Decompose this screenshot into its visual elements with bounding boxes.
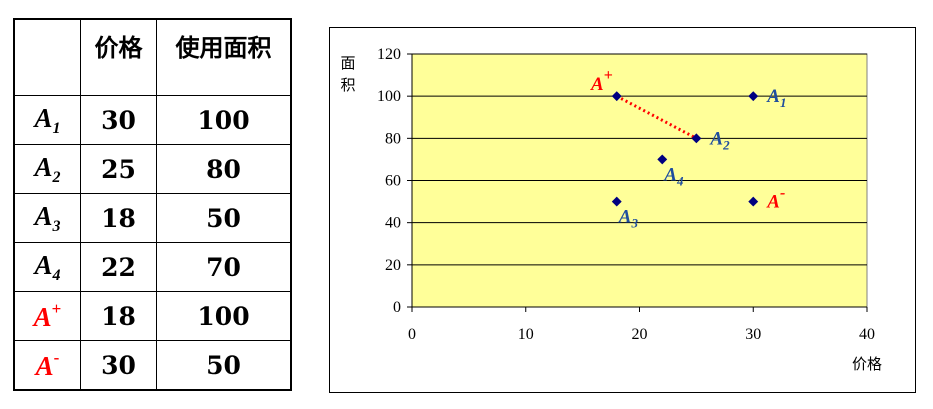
price-cell: 22 bbox=[80, 242, 157, 292]
point-label-mark: + bbox=[604, 67, 613, 84]
row-label-cell: A2 bbox=[13, 144, 81, 194]
area-cell: 50 bbox=[156, 340, 292, 391]
y-tick-label: 40 bbox=[385, 215, 401, 232]
table-row: A- 30 50 bbox=[13, 340, 292, 391]
table-header-row: 价格 使用面积 bbox=[13, 18, 292, 96]
point-label: A+ bbox=[590, 67, 613, 95]
row-label-cell: A+ bbox=[13, 291, 81, 341]
row-label-cell: A3 bbox=[13, 193, 81, 243]
price-cell: 30 bbox=[80, 95, 157, 145]
point-label-base: A bbox=[663, 164, 677, 185]
table-row: A3 18 50 bbox=[13, 193, 292, 243]
row-label-mark: + bbox=[51, 299, 62, 318]
row-label-mark: 2 bbox=[52, 168, 61, 186]
header-cell-empty bbox=[13, 18, 81, 96]
point-label-base: A bbox=[590, 74, 604, 95]
price-cell: 30 bbox=[80, 340, 157, 391]
header-cell-price: 价格 bbox=[80, 18, 157, 96]
area-cell: 100 bbox=[156, 291, 292, 341]
y-tick-label: 20 bbox=[385, 257, 401, 274]
price-cell: 18 bbox=[80, 291, 157, 341]
row-label: A bbox=[34, 102, 53, 133]
row-label-mark: 1 bbox=[52, 119, 61, 137]
y-axis-label: 面 bbox=[340, 54, 355, 72]
point-label: A1 bbox=[766, 86, 786, 110]
price-cell: 18 bbox=[80, 193, 157, 243]
y-tick-label: 60 bbox=[385, 173, 401, 190]
data-table: 价格 使用面积 A1 30 100 A2 25 80 A3 18 50 A4 22 70 A+ 18 100… bbox=[13, 18, 292, 391]
row-label-mark: - bbox=[53, 348, 60, 367]
row-label: A bbox=[34, 151, 53, 182]
y-tick-label: 0 bbox=[393, 299, 401, 316]
point-label: A3 bbox=[618, 207, 639, 231]
row-label-cell: A4 bbox=[13, 242, 81, 292]
area-cell: 70 bbox=[156, 242, 292, 292]
row-label-mark: 3 bbox=[52, 217, 61, 235]
point-label-base: A bbox=[709, 128, 723, 149]
row-label-mark: 4 bbox=[52, 266, 61, 284]
row-label: A bbox=[35, 351, 54, 381]
point-label: A- bbox=[766, 185, 785, 213]
point-label-base: A bbox=[766, 192, 780, 213]
x-tick-label: 10 bbox=[518, 326, 534, 343]
point-label: A2 bbox=[709, 128, 730, 152]
area-cell: 50 bbox=[156, 193, 292, 243]
price-cell: 25 bbox=[80, 144, 157, 194]
chart-frame: 0 20 40 60 80 100 120 0 10 20 30 40 价格面积 A1 A2 A3 A4 A+ A- bbox=[329, 27, 916, 393]
y-axis-label: 积 bbox=[340, 76, 355, 94]
table-row: A2 25 80 bbox=[13, 144, 292, 194]
table-row: A4 22 70 bbox=[13, 242, 292, 292]
data-point bbox=[611, 91, 622, 102]
row-label: A bbox=[33, 302, 52, 332]
y-tick-label: 80 bbox=[385, 130, 401, 147]
point-label-base: A bbox=[766, 86, 780, 107]
point-label-mark: - bbox=[780, 185, 785, 202]
data-point bbox=[748, 196, 759, 207]
row-label: A bbox=[34, 200, 53, 231]
row-label-cell: A1 bbox=[13, 95, 81, 145]
x-tick-label: 20 bbox=[632, 326, 648, 343]
x-tick-label: 40 bbox=[859, 326, 875, 343]
table-row: A1 30 100 bbox=[13, 95, 292, 145]
data-point bbox=[657, 154, 668, 165]
area-cell: 100 bbox=[156, 95, 292, 145]
x-axis-label: 价格 bbox=[852, 355, 882, 373]
point-label-mark: 4 bbox=[676, 173, 684, 188]
area-cell: 80 bbox=[156, 144, 292, 194]
x-tick-label: 30 bbox=[745, 326, 761, 343]
row-label: A bbox=[34, 249, 53, 280]
header-cell-area: 使用面积 bbox=[156, 18, 292, 96]
point-label-mark: 2 bbox=[722, 137, 730, 152]
data-point bbox=[611, 196, 622, 207]
point-label-mark: 3 bbox=[630, 216, 638, 231]
y-tick-label: 120 bbox=[377, 46, 401, 63]
table-row: A+ 18 100 bbox=[13, 291, 292, 341]
point-label-mark: 1 bbox=[780, 95, 787, 110]
connector-line bbox=[616, 94, 698, 140]
x-tick-label: 0 bbox=[408, 326, 416, 343]
data-point bbox=[691, 133, 702, 144]
row-label-cell: A- bbox=[13, 340, 81, 391]
data-point bbox=[748, 91, 759, 102]
point-label: A4 bbox=[663, 164, 684, 188]
point-label-base: A bbox=[618, 207, 632, 228]
y-tick-label: 100 bbox=[377, 88, 401, 105]
